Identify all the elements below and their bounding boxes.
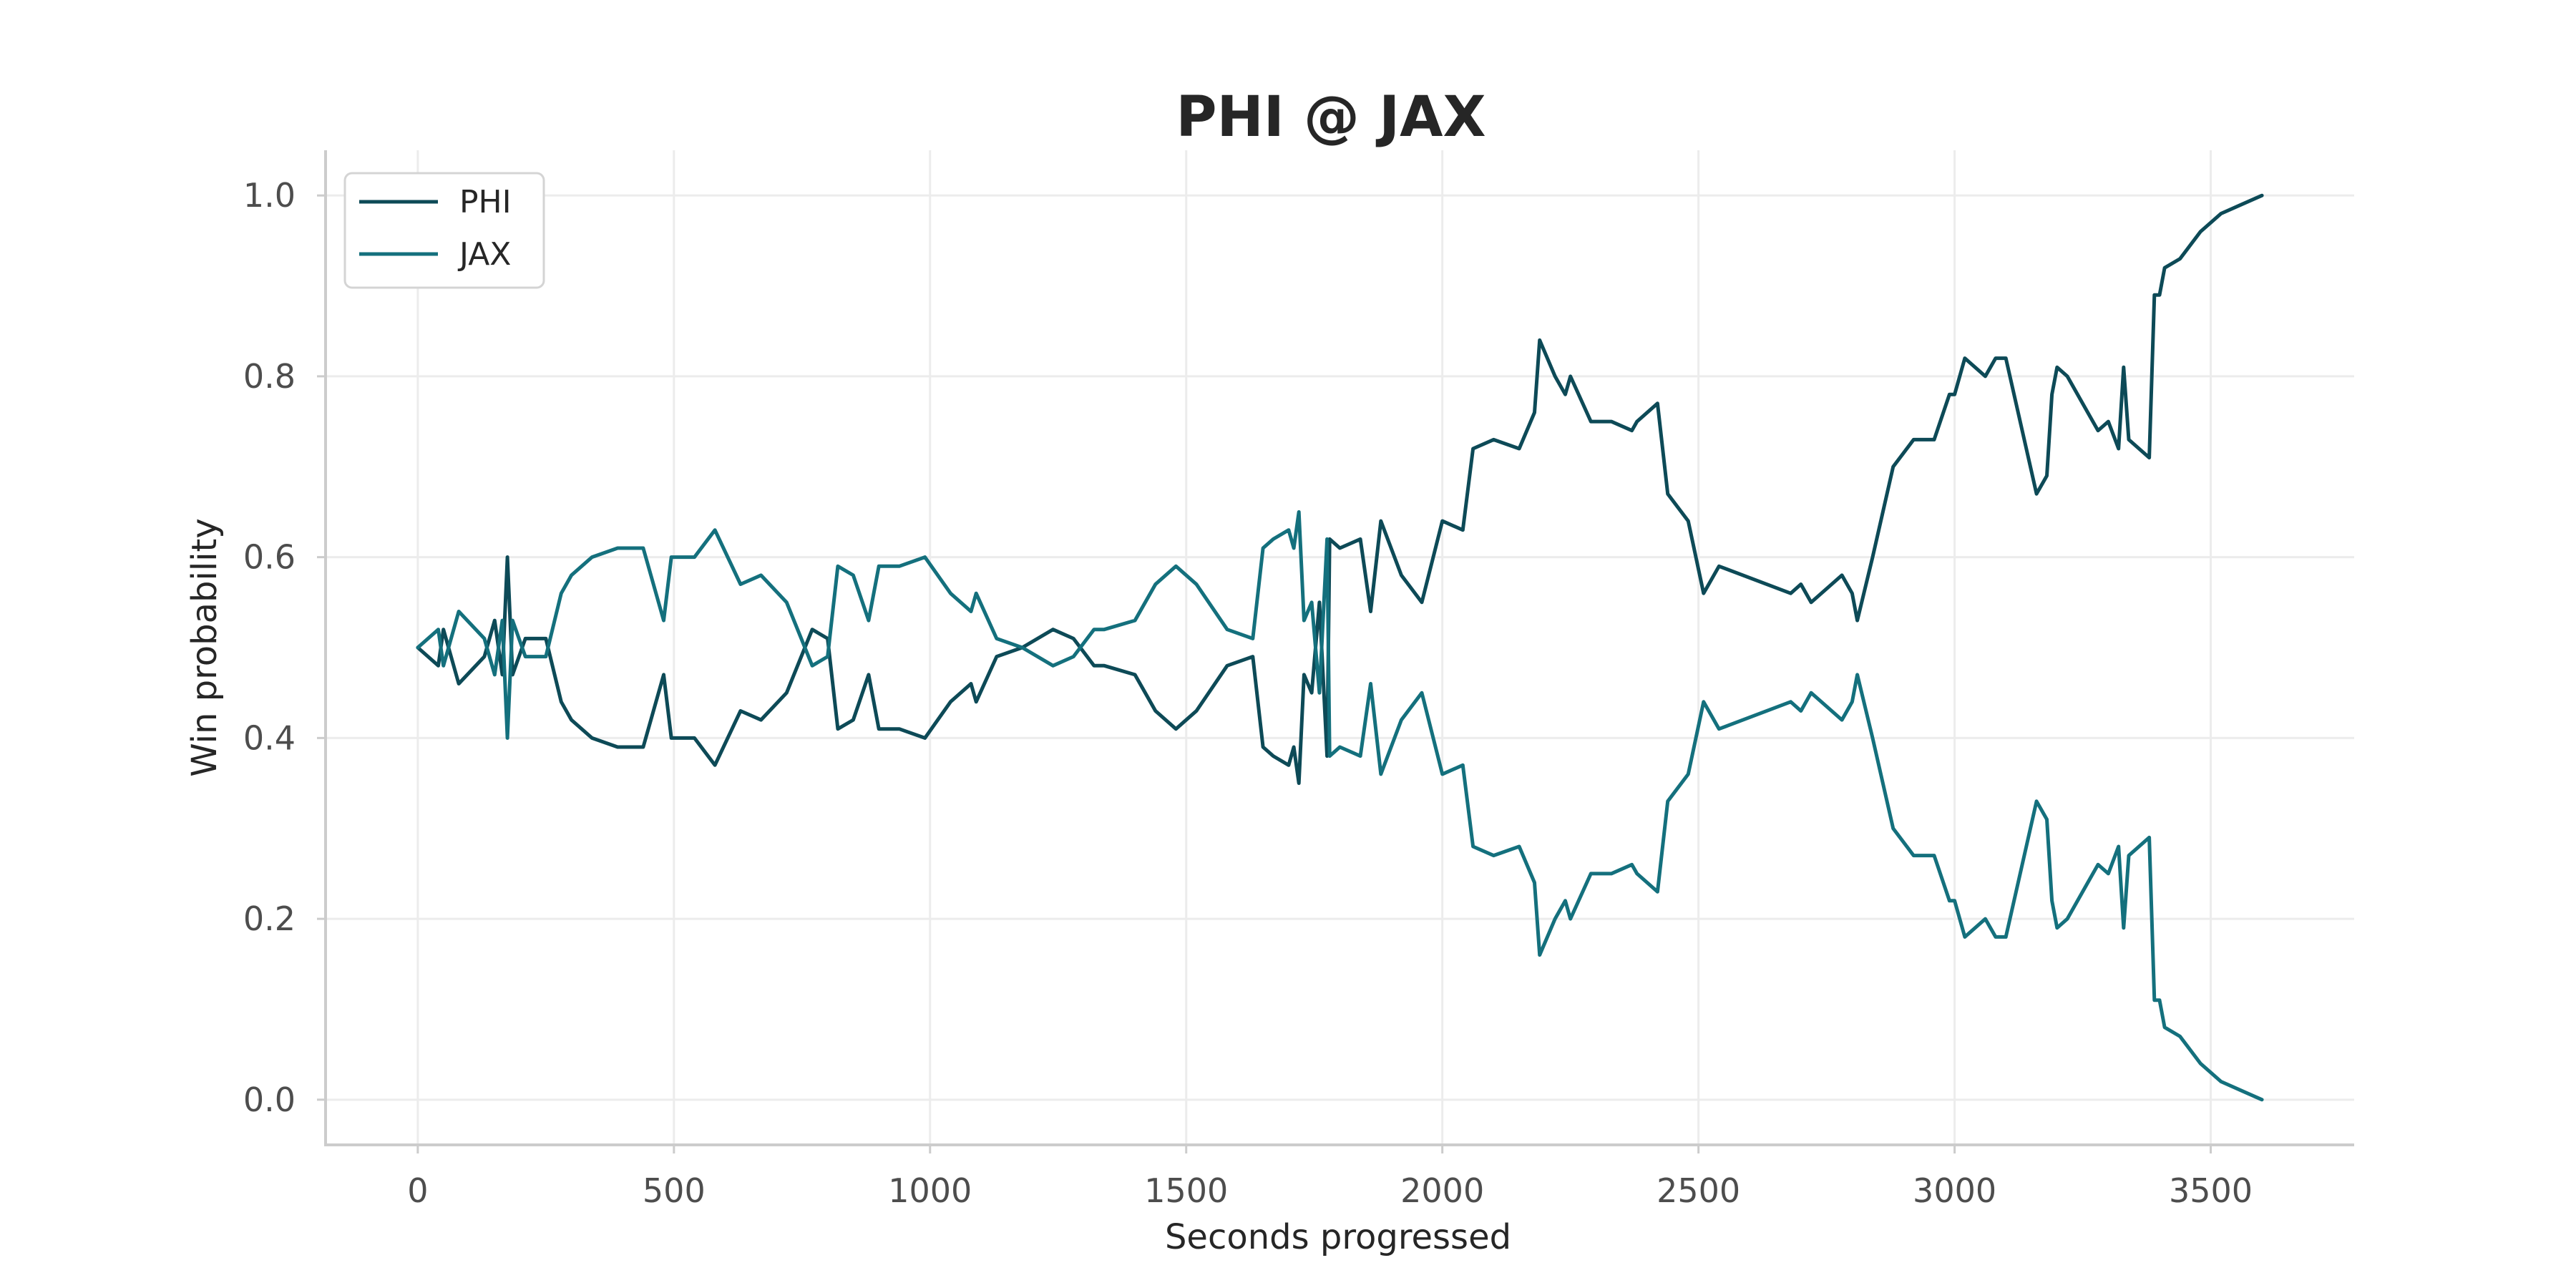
x-tick-label: 3500: [2169, 1171, 2253, 1210]
grid: [326, 150, 2354, 1145]
x-tick-label: 1500: [1144, 1171, 1228, 1210]
x-tick-label: 0: [407, 1171, 428, 1210]
series-line-jax: [416, 510, 2264, 1102]
y-tick-label: 1.0: [243, 176, 296, 215]
y-axis-ticks: 0.0 0.2 0.4 0.6 0.8 1.0: [243, 176, 326, 1119]
x-tick-label: 2500: [1657, 1171, 1740, 1210]
x-tick-label: 3000: [1913, 1171, 1996, 1210]
x-tick-label: 500: [643, 1171, 706, 1210]
y-axis-label: Win probability: [185, 518, 225, 777]
legend: PHI JAX: [343, 172, 545, 289]
y-tick-label: 0.0: [243, 1080, 296, 1119]
y-tick-label: 0.4: [243, 718, 296, 757]
legend-box: [343, 172, 545, 289]
y-tick-label: 0.2: [243, 899, 296, 938]
y-tick-label: 0.6: [243, 538, 296, 577]
x-tick-label: 1000: [888, 1171, 972, 1210]
series-lines: [416, 193, 2264, 1102]
x-axis-label: Seconds progressed: [1165, 1217, 1511, 1257]
series-line-phi: [416, 193, 2264, 785]
legend-label-jax: JAX: [457, 236, 511, 273]
legend-label-phi: PHI: [459, 184, 512, 220]
y-tick-label: 0.8: [243, 357, 296, 396]
x-tick-label: 2000: [1400, 1171, 1484, 1210]
x-axis-ticks: 0 500 1000 1500 2000 2500 3000 3500: [407, 1145, 2253, 1210]
axis-spines: [324, 150, 2354, 1146]
chart-title: PHI @ JAX: [1176, 85, 1485, 150]
